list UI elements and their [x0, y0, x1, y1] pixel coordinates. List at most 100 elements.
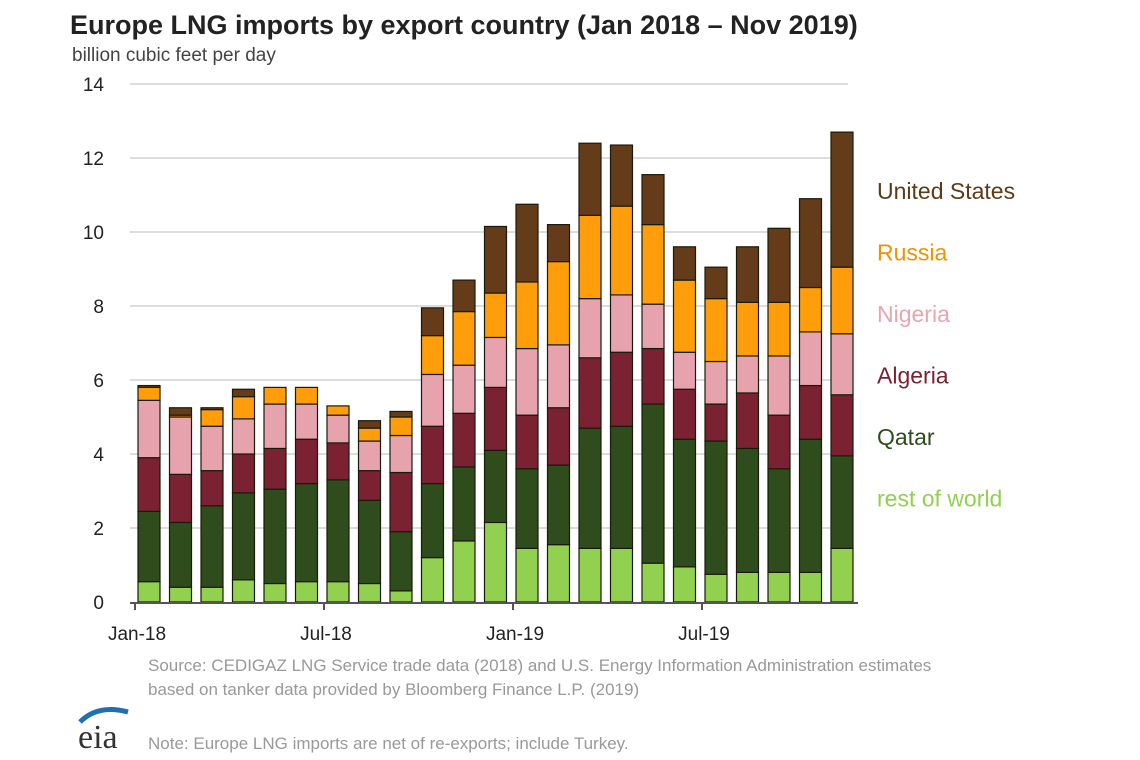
bar-segment-nigeria	[830, 333, 854, 396]
bar-segment-nigeria	[452, 364, 476, 414]
bar-segment-united-states	[735, 246, 760, 303]
bar-segment-russia	[735, 301, 760, 357]
bar-segment-nigeria	[735, 355, 760, 394]
bar-segment-qatar	[294, 483, 319, 583]
bar-segment-algeria	[735, 392, 760, 450]
bar-segment-algeria	[326, 442, 350, 481]
svg-text:eia: eia	[78, 719, 118, 752]
bar-segment-russia	[830, 266, 854, 335]
bar-segment-united-states	[389, 410, 413, 418]
bar-segment-rest-of-world	[578, 547, 602, 603]
bar-segment-united-states	[830, 131, 854, 268]
bar-segment-united-states	[515, 203, 539, 283]
legend-algeria: Algeria	[877, 363, 949, 389]
bar-segment-rest-of-world	[735, 571, 760, 603]
bar-segment-algeria	[830, 394, 854, 457]
bar-segment-nigeria	[483, 336, 508, 389]
bar-segment-qatar	[735, 447, 760, 574]
bar-segment-russia	[137, 386, 161, 401]
bar-segment-russia	[641, 224, 665, 305]
bar-segment-nigeria	[263, 403, 287, 450]
y-tick-label: 14	[83, 75, 105, 96]
bar-segment-rest-of-world	[137, 581, 161, 603]
bar-segment-qatar	[515, 468, 539, 549]
bar-segment-nigeria	[168, 416, 193, 475]
bar-segment-united-states	[546, 224, 571, 263]
bar-segment-rest-of-world	[546, 544, 571, 603]
bar-segment-rest-of-world	[231, 579, 256, 603]
bar-segment-qatar	[578, 427, 602, 549]
bar-segment-algeria	[515, 414, 539, 470]
bar-segment-united-states	[137, 384, 161, 388]
bar-segment-qatar	[357, 499, 382, 585]
bar-segment-rest-of-world	[200, 586, 224, 603]
bar-segment-qatar	[609, 425, 634, 549]
bar-segment-qatar	[641, 403, 665, 564]
bar-segment-qatar	[483, 449, 508, 524]
bar-segment-nigeria	[609, 294, 634, 353]
bar-segment-algeria	[200, 470, 224, 507]
bar-segment-united-states	[483, 225, 508, 294]
bar-segment-nigeria	[294, 403, 319, 440]
bar-segment-nigeria	[641, 303, 665, 350]
bar-segment-qatar	[704, 440, 728, 575]
bar-segment-russia	[231, 396, 256, 420]
bar-segment-algeria	[767, 414, 791, 470]
bar-segment-united-states	[420, 307, 445, 337]
y-tick-label: 6	[93, 371, 104, 392]
x-tick-label: Jan-18	[108, 624, 166, 645]
bar-segment-russia	[798, 286, 823, 333]
chart-title: Europe LNG imports by export country (Ja…	[70, 10, 858, 40]
bar-segment-nigeria	[200, 425, 224, 472]
bar-segment-united-states	[231, 388, 256, 398]
bar-segment-algeria	[357, 470, 382, 501]
bar-segment-algeria	[263, 447, 287, 490]
bar-segment-qatar	[263, 488, 287, 585]
bar-segment-qatar	[200, 505, 224, 588]
bar-segment-rest-of-world	[672, 566, 697, 603]
bar-segment-rest-of-world	[263, 582, 287, 603]
bar-segment-russia	[263, 386, 287, 405]
bar-segment-united-states	[200, 407, 224, 411]
y-tick-label: 2	[93, 519, 104, 540]
y-tick-label: 0	[93, 593, 104, 614]
bar-segment-qatar	[420, 483, 445, 559]
bar-segment-united-states	[767, 227, 791, 303]
bar-segment-rest-of-world	[357, 582, 382, 603]
x-tick-label: Jul-18	[300, 624, 352, 645]
bar-segment-algeria	[798, 384, 823, 440]
source-note: Source: CEDIGAZ LNG Service trade data (…	[148, 656, 932, 699]
y-axis-label: billion cubic feet per day	[72, 45, 276, 66]
legend-qatar: Qatar	[877, 424, 935, 450]
x-tick-label: Jan-19	[486, 624, 544, 645]
bar-segment-rest-of-world	[641, 562, 665, 603]
bar-segment-russia	[294, 386, 319, 405]
bar-segment-russia	[452, 310, 476, 366]
bar-segment-algeria	[294, 438, 319, 485]
bar-segment-rest-of-world	[609, 547, 634, 603]
bar-segment-russia	[515, 281, 539, 350]
bar-segment-nigeria	[389, 434, 413, 474]
bar-segment-qatar	[546, 464, 571, 546]
bar-segment-nigeria	[578, 298, 602, 359]
bar-segment-nigeria	[420, 373, 445, 427]
bar-segment-russia	[672, 279, 697, 353]
bar-segment-united-states	[578, 142, 602, 216]
bar-segment-russia	[767, 301, 791, 357]
y-tick-label: 12	[83, 149, 104, 170]
bar-segment-qatar	[231, 492, 256, 581]
bar-segment-algeria	[546, 407, 571, 466]
bar-segment-russia	[483, 292, 508, 339]
bar-segment-nigeria	[326, 414, 350, 444]
bar-segment-nigeria	[546, 344, 571, 409]
bar-segment-nigeria	[231, 418, 256, 455]
legend-united-states: United States	[877, 178, 1015, 204]
bar-segment-russia	[389, 416, 413, 437]
bar-segment-united-states	[168, 407, 193, 416]
bar-segment-algeria	[420, 425, 445, 485]
bar-segment-algeria	[231, 453, 256, 494]
bar-segment-qatar	[798, 438, 823, 574]
bar-segment-nigeria	[515, 347, 539, 416]
bar-segment-algeria	[641, 347, 665, 405]
x-tick-label: Jul-19	[678, 624, 730, 645]
